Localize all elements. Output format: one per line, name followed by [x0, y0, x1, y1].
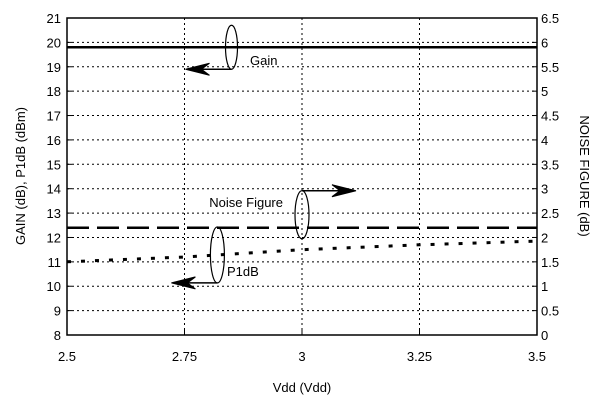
series-layer [66, 46, 538, 264]
y-tick-label: 15 [47, 157, 61, 172]
y-tick-label: 16 [47, 133, 61, 148]
y-tick-label: 14 [47, 182, 61, 197]
y2-tick-label: 3.5 [541, 157, 559, 172]
annotation-label-p1db: P1dB [227, 264, 259, 279]
y2-tick-label: 4 [541, 133, 548, 148]
y-tick-label: 19 [47, 60, 61, 75]
x-tick-label: 3.5 [528, 349, 546, 364]
annotation-label-noise-figure: Noise Figure [209, 195, 283, 210]
x-tick-label: 3.25 [407, 349, 432, 364]
series-line-p1db [66, 239, 538, 264]
y2-tick-label: 1.5 [541, 255, 559, 270]
annotation-arrowhead-gain [185, 62, 210, 76]
ticks-layer: 8 9 10 11 12 13 14 15 16 17 18 19 20 21 0 0.5 1 1.5 2 2.5 3 3… [47, 11, 560, 364]
x-tick-label: 3 [298, 349, 305, 364]
y-tick-label: 20 [47, 35, 61, 50]
grid-layer [67, 18, 537, 335]
annotation-arrowhead-noise-figure [331, 184, 357, 198]
y2-axis-title: NOISE FIGURE (dB) [577, 115, 592, 236]
y2-tick-label: 0 [541, 328, 548, 343]
y2-tick-label: 0.5 [541, 304, 559, 319]
x-tick-label: 2.75 [172, 349, 197, 364]
annotation-layer: Gain Noise Figure P1dB [171, 24, 357, 290]
y2-tick-label: 3 [541, 182, 548, 197]
y-tick-label: 18 [47, 84, 61, 99]
x-axis-title: Vdd (Vdd) [273, 380, 332, 395]
y2-tick-label: 2.5 [541, 206, 559, 221]
y2-tick-label: 6.5 [541, 11, 559, 26]
y-tick-label: 13 [47, 206, 61, 221]
y2-tick-label: 1 [541, 279, 548, 294]
y-tick-label: 8 [54, 328, 61, 343]
y-tick-label: 9 [54, 304, 61, 319]
y-tick-label: 10 [47, 279, 61, 294]
y-axis-title: GAIN (dB), P1dB (dBm) [13, 107, 28, 245]
y2-tick-label: 2 [541, 230, 548, 245]
annotation-label-gain: Gain [250, 53, 277, 68]
y2-tick-label: 5.5 [541, 60, 559, 75]
x-tick-label: 2.5 [58, 349, 76, 364]
y-tick-label: 17 [47, 109, 61, 124]
y-tick-label: 21 [47, 11, 61, 26]
y2-tick-label: 4.5 [541, 109, 559, 124]
y-tick-label: 11 [48, 255, 62, 270]
y-tick-label: 12 [47, 230, 61, 245]
plot-frame [66, 17, 538, 336]
annotation-arrowhead-p1db [171, 276, 196, 290]
y2-tick-label: 6 [541, 35, 548, 50]
y2-tick-label: 5 [541, 84, 548, 99]
